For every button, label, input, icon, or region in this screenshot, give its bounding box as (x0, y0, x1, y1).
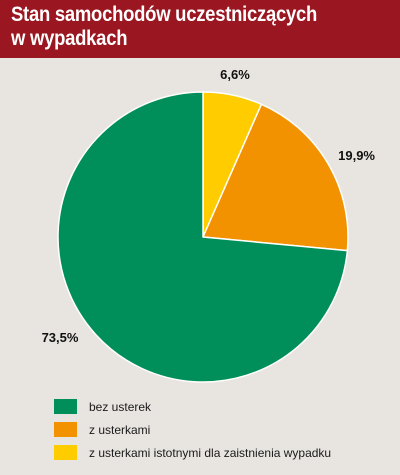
legend-item-z-usterkami-istotnymi: z usterkami istotnymi dla zaistnienia wy… (54, 441, 331, 464)
legend: bez usterek z usterkami z usterkami isto… (54, 395, 331, 464)
legend-item-bez-usterek: bez usterek (54, 395, 331, 418)
legend-swatch-z-usterkami-istotnymi (54, 445, 77, 460)
legend-swatch-bez-usterek (54, 399, 77, 414)
slice-value-label-1: 19,9% (338, 148, 375, 163)
pie-chart: 6,6% 19,9% 73,5% (42, 67, 375, 383)
slice-value-label-0: 6,6% (220, 67, 250, 82)
legend-swatch-z-usterkami (54, 422, 77, 437)
chart-title-line-2: w wypadkach (11, 27, 128, 50)
pie-slice-1 (202, 103, 349, 252)
slice-value-label-2: 73,5% (42, 330, 79, 345)
pie-slice-2 (57, 91, 349, 383)
chart-title-line-1: Stan samochodów uczestniczących (11, 3, 318, 26)
chart-header: Stan samochodów uczestniczących w wypadk… (0, 0, 400, 58)
chart-title: Stan samochodów uczestniczących w wypadk… (11, 3, 353, 51)
legend-item-z-usterkami: z usterkami (54, 418, 331, 441)
legend-label-z-usterkami-istotnymi: z usterkami istotnymi dla zaistnienia wy… (89, 445, 332, 460)
legend-label-z-usterkami: z usterkami (89, 422, 151, 437)
legend-label-bez-usterek: bez usterek (89, 399, 152, 414)
